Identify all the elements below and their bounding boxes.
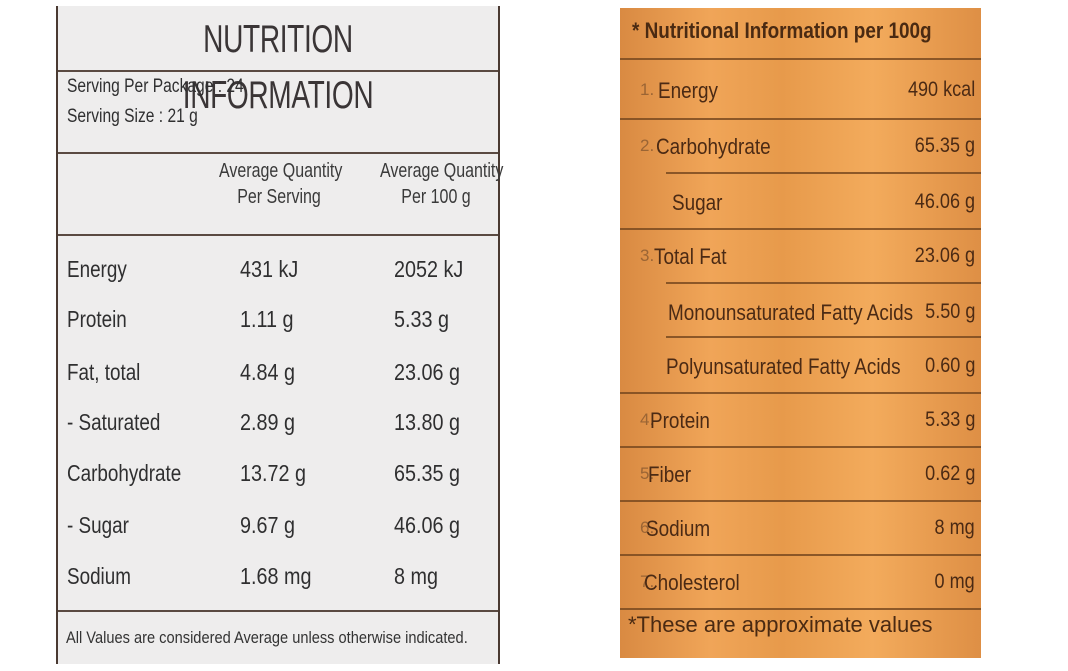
per-serving-value: 13.72 g [240, 460, 307, 486]
table-row: - Sugar 9.67 g 46.06 g [58, 502, 498, 552]
divider [58, 152, 498, 154]
divider [666, 282, 981, 284]
list-item: 7. Cholesterol 0 mg [620, 556, 981, 610]
nutrient-name: Carbohydrate [67, 460, 182, 486]
table-row: Carbohydrate 13.72 g 65.35 g [58, 450, 498, 500]
nutrient-name: Sodium [67, 563, 131, 589]
list-item: Monounsaturated Fatty Acids 5.50 g [620, 286, 981, 340]
nutrient-value: 23.06 g [914, 244, 975, 267]
per-100g-value: 65.35 g [394, 460, 461, 486]
list-item: 4. Protein 5.33 g [620, 394, 981, 448]
list-item: 5. Fiber 0.62 g [620, 448, 981, 502]
divider [620, 446, 981, 448]
nutrient-value: 46.06 g [914, 190, 975, 213]
nutrient-name: - Saturated [67, 409, 161, 435]
table-row: Energy 431 kJ 2052 kJ [58, 246, 498, 296]
panel-title: NUTRITION INFORMATION [182, 18, 374, 117]
nutrient-name: Energy [658, 78, 718, 103]
nutrient-value: 0.62 g [924, 462, 975, 485]
item-number: 7. [640, 572, 655, 591]
nutrient-name: Fiber [648, 462, 692, 487]
per-100g-value: 13.80 g [394, 409, 461, 435]
table-row: Sodium 1.68 mg 8 mg [58, 553, 498, 603]
list-item: Sugar 46.06 g [620, 176, 981, 230]
list-item: 2. Carbohydrate 65.35 g [620, 120, 981, 174]
nutrient-value: 5.33 g [924, 408, 975, 431]
serving-size: Serving Size : 21 g [67, 106, 198, 127]
column-header-line: Per Serving [237, 186, 321, 208]
nutrient-name: Sugar [672, 190, 723, 215]
list-item: 6. Sodium 8 mg [620, 502, 981, 556]
per-serving-value: 1.11 g [240, 306, 294, 332]
footnote: All Values are considered Average unless… [66, 628, 468, 647]
footnote: *These are approximate values [628, 612, 933, 637]
divider [666, 336, 981, 338]
divider [620, 228, 981, 230]
per-100g-value: 5.33 g [394, 306, 449, 332]
divider [58, 70, 498, 72]
nutrient-value: 8 mg [934, 516, 975, 539]
divider [58, 610, 498, 612]
per-serving-value: 9.67 g [240, 512, 295, 538]
per-100g-value: 23.06 g [394, 359, 461, 385]
nutrient-name: Cholesterol [644, 570, 740, 595]
nutrient-name: Polyunsaturated Fatty Acids [666, 354, 901, 379]
nutrient-name: Total Fat [654, 244, 727, 269]
list-item: Polyunsaturated Fatty Acids 0.60 g [620, 340, 981, 394]
nutrient-value: 5.50 g [924, 300, 975, 323]
nutrient-value: 0.60 g [924, 354, 975, 377]
per-serving-value: 4.84 g [240, 359, 295, 385]
list-item: 1. Energy 490 kcal [620, 64, 981, 118]
nutrient-name: Energy [67, 256, 127, 282]
list-item: 3. Total Fat 23.06 g [620, 230, 981, 284]
per-100g-value: 46.06 g [394, 512, 461, 538]
divider [620, 118, 981, 120]
item-number: 3. [640, 246, 655, 265]
nutrient-name: Protein [67, 306, 127, 332]
panel-title: * Nutritional Information per 100g [632, 18, 932, 43]
nutrient-name: Carbohydrate [656, 134, 771, 159]
divider [58, 234, 498, 236]
nutrient-name: Protein [650, 408, 710, 433]
item-number: 6. [640, 518, 655, 537]
divider [620, 500, 981, 502]
nutrient-value: 0 mg [934, 570, 975, 593]
divider [620, 554, 981, 556]
per-serving-value: 2.89 g [240, 409, 295, 435]
divider [666, 172, 981, 174]
table-row: - Saturated 2.89 g 13.80 g [58, 399, 498, 449]
column-header-line: Average Quantity [219, 160, 343, 182]
table-row: Protein 1.11 g 5.33 g [58, 296, 498, 346]
item-number: 5. [640, 464, 655, 483]
table-row: Fat, total 4.84 g 23.06 g [58, 349, 498, 399]
per-serving-value: 431 kJ [240, 256, 299, 282]
nutrient-name: - Sugar [67, 512, 129, 538]
nutrient-value: 65.35 g [914, 134, 975, 157]
serving-per-package: Serving Per Package : 24 [67, 76, 244, 97]
nutrient-name: Fat, total [67, 359, 141, 385]
column-header-line: Per 100 g [401, 186, 471, 208]
per-serving-value: 1.68 mg [240, 563, 312, 589]
nutrient-name: Sodium [646, 516, 711, 541]
item-number: 1. [640, 80, 655, 99]
nutrition-information-panel: NUTRITION INFORMATION Serving Per Packag… [56, 6, 504, 664]
nutritional-information-per-100g-panel: * Nutritional Information per 100g 1. En… [620, 8, 981, 658]
column-header-per-100g: Average Quantity Per 100 g [380, 158, 504, 210]
per-100g-value: 8 mg [394, 563, 438, 589]
nutrient-name: Monounsaturated Fatty Acids [668, 300, 914, 325]
column-header-line: Average Quantity [380, 160, 504, 182]
nutrient-value: 490 kcal [907, 78, 975, 101]
divider [620, 58, 981, 60]
item-number: 4. [640, 410, 655, 429]
item-number: 2. [640, 136, 655, 155]
divider [620, 608, 981, 610]
divider [620, 392, 981, 394]
per-100g-value: 2052 kJ [394, 256, 464, 282]
column-header-per-serving: Average Quantity Per Serving [219, 158, 343, 210]
